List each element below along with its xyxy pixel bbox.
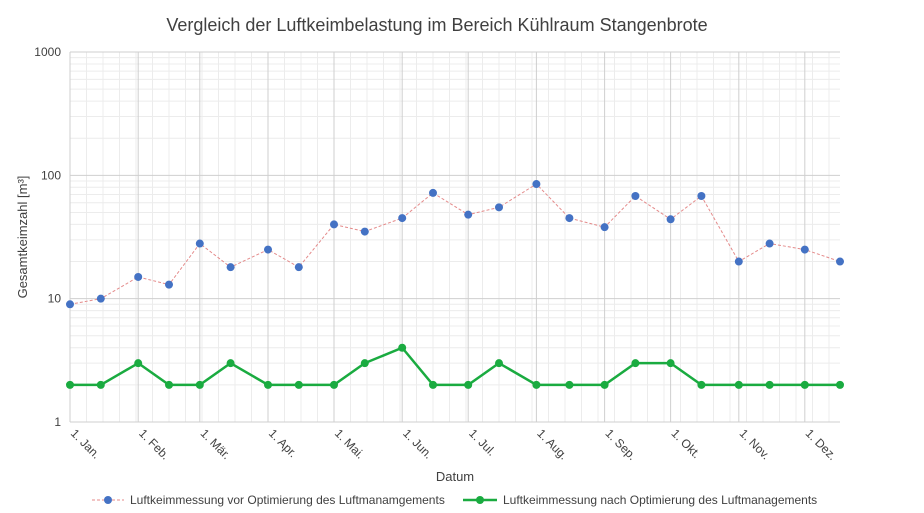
data-point-series-1 [836,380,844,389]
data-point-series-1 [134,359,143,368]
data-point-series-0 [66,300,74,309]
data-point-series-0 [495,203,503,212]
data-point-series-1 [429,380,437,389]
data-point-series-0 [734,257,743,266]
data-point-series-1 [464,380,473,389]
data-point-series-0 [697,191,706,200]
data-point-series-1 [195,380,204,389]
data-point-series-0 [464,210,473,219]
legend-marker-after [476,496,484,504]
data-point-series-0 [264,245,272,254]
legend-item-after: Luftkeimmessung nach Optimierung des Luf… [463,493,817,507]
y-axis-ticks: 1 10 100 1000 [34,45,61,429]
data-point-series-1 [765,380,774,389]
data-point-series-1 [264,380,272,389]
data-point-series-0 [765,239,774,248]
data-point-series-0 [294,263,303,272]
data-point-series-1 [734,380,743,389]
data-point-series-0 [330,220,338,229]
data-point-series-0 [631,191,640,200]
data-point-series-0 [134,272,143,281]
data-point-series-0 [360,227,369,236]
data-point-series-1 [495,359,503,368]
data-point-series-0 [800,245,809,254]
series-line-0 [69,183,841,305]
data-point-series-1 [697,380,706,389]
data-point-series-1 [631,359,640,368]
data-point-series-1 [532,380,541,389]
minor-gridlines [69,52,840,422]
data-point-series-1 [565,380,574,389]
data-point-series-0 [836,257,844,266]
y-tick-label: 100 [41,168,61,182]
legend-label-after: Luftkeimmessung nach Optimierung des Luf… [503,493,817,507]
series-line-1 [70,346,840,387]
series-layer [66,180,844,389]
data-point-series-0 [429,188,437,197]
data-point-series-0 [666,215,675,224]
data-point-series-0 [195,239,204,248]
legend-label-before: Luftkeimmessung vor Optimierung des Luft… [130,493,445,507]
data-point-series-0 [165,280,173,289]
data-point-series-1 [800,380,809,389]
x-axis-title: Datum [436,469,474,484]
legend-marker-before [104,496,112,504]
y-tick-label: 10 [48,292,62,306]
data-point-series-1 [600,380,609,389]
data-point-series-1 [294,380,303,389]
data-point-series-0 [398,214,407,223]
chart-title: Vergleich der Luftkeimbelastung im Berei… [166,15,707,35]
data-point-series-0 [226,263,235,272]
y-axis-title: Gesamtkeimzahl [m³] [15,176,30,299]
data-point-series-1 [398,343,407,352]
data-point-series-1 [66,380,74,389]
data-point-series-1 [360,359,369,368]
y-tick-label: 1 [54,415,61,429]
data-point-series-1 [330,380,338,389]
data-point-series-1 [96,380,105,389]
data-point-series-1 [165,380,173,389]
major-gridlines [69,51,840,423]
data-point-series-0 [96,294,105,303]
data-point-series-1 [666,359,675,368]
legend-item-before: Luftkeimmessung vor Optimierung des Luft… [92,493,445,507]
data-point-series-0 [565,214,574,223]
data-point-series-0 [532,180,541,189]
legend: Luftkeimmessung vor Optimierung des Luft… [92,493,817,507]
data-point-series-1 [226,359,235,368]
y-tick-label: 1000 [34,45,61,59]
data-point-series-0 [600,223,609,232]
